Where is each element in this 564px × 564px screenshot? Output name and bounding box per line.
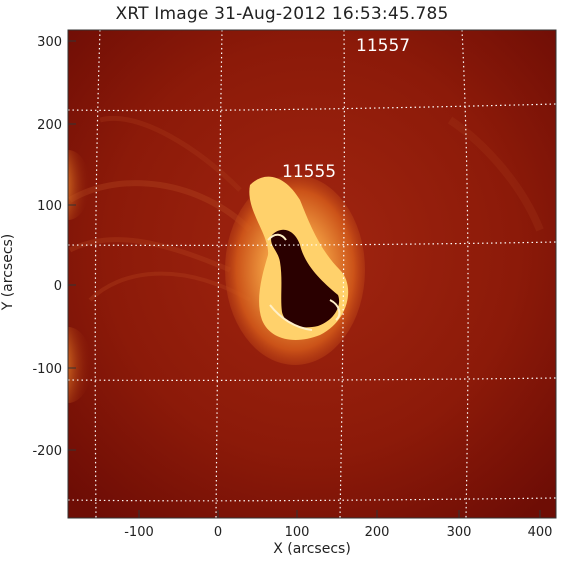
image-title: XRT Image 31-Aug-2012 16:53:45.785 — [115, 4, 449, 24]
x-tick-label: 400 — [528, 525, 553, 540]
left-edge-flare-upper — [68, 150, 90, 220]
x-tick-label: 100 — [285, 525, 310, 540]
plot-frame — [67, 29, 557, 519]
coordinate-grid — [68, 30, 556, 518]
active-region-core — [271, 229, 340, 328]
y-tick-label: -100 — [32, 362, 62, 377]
y-tick-label: 300 — [37, 35, 62, 50]
y-tick-label: 100 — [37, 199, 62, 214]
y-tick-label: 0 — [54, 279, 62, 294]
y-tick-label: 200 — [37, 118, 62, 133]
region-label-11555: 11555 — [282, 162, 336, 182]
x-tick-label: 300 — [447, 525, 472, 540]
x-axis-ticks — [138, 510, 541, 518]
x-tick-label: 0 — [214, 525, 222, 540]
region-label-11557: 11557 — [356, 36, 410, 56]
x-tick-label: 200 — [365, 525, 390, 540]
x-tick-label: -100 — [124, 525, 154, 540]
left-edge-flare-lower — [68, 327, 92, 403]
x-axis-label: X (arcsecs) — [273, 541, 351, 557]
y-axis-ticks — [68, 40, 76, 451]
y-axis-label: Y (arcsecs) — [0, 233, 16, 311]
y-tick-label: -200 — [32, 444, 62, 459]
